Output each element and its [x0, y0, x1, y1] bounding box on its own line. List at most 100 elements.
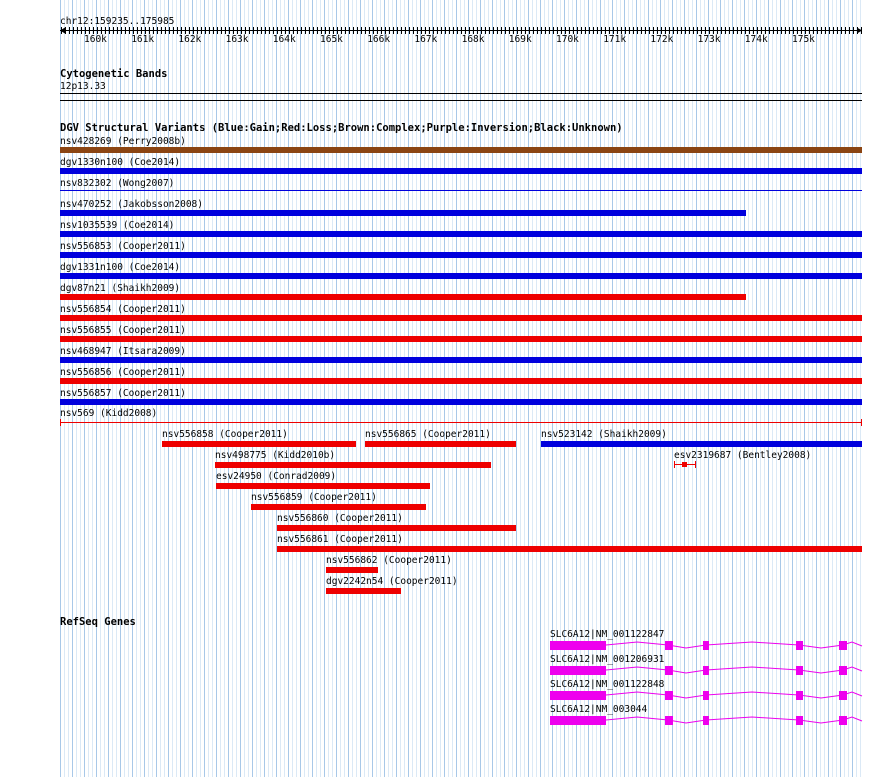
- ruler-tick-label: 167k: [414, 34, 438, 45]
- variant-label: nsv556855 (Cooper2011): [60, 325, 186, 336]
- variant-bar[interactable]: [326, 588, 401, 594]
- exon-block: [550, 691, 606, 700]
- ruler-tick-label: 173k: [697, 34, 721, 45]
- variant-label: nsv832302 (Wong2007): [60, 178, 175, 189]
- ruler-tick-label: 163k: [225, 34, 249, 45]
- gene-label: SLC6A12|NM_001122847: [550, 629, 665, 640]
- exon-block: [839, 691, 847, 700]
- exon-block: [796, 691, 803, 700]
- variant-bar[interactable]: [277, 546, 862, 552]
- dgv-track-title: DGV Structural Variants (Blue:Gain;Red:L…: [60, 122, 623, 134]
- variant-label: nsv1035539 (Coe2014): [60, 220, 175, 231]
- ruler-tick-label: 168k: [461, 34, 485, 45]
- variant-label: esv2319687 (Bentley2008): [674, 450, 812, 461]
- gene-label: SLC6A12|NM_001206931: [550, 654, 665, 665]
- ruler-tick-label: 162k: [178, 34, 202, 45]
- exon-block: [796, 666, 803, 675]
- cytoband-track-title: Cytogenetic Bands: [60, 68, 168, 80]
- ruler-tick-label: 160k: [84, 34, 107, 45]
- variant-label: nsv468947 (Itsara2009): [60, 346, 186, 357]
- variant-label: nsv556862 (Cooper2011): [326, 555, 452, 566]
- variant-bar[interactable]: [60, 422, 862, 423]
- ruler-tick-label: 166k: [367, 34, 391, 45]
- variant-bar[interactable]: [162, 441, 356, 447]
- ruler-tick-label: 164k: [272, 34, 296, 45]
- variant-bar[interactable]: [60, 147, 862, 153]
- variant-bar[interactable]: [60, 231, 862, 237]
- variant-label: nsv556853 (Cooper2011): [60, 241, 186, 252]
- variant-endcap-right: [861, 419, 862, 426]
- exon-block: [839, 641, 847, 650]
- variant-bar[interactable]: [216, 483, 430, 489]
- variant-bar[interactable]: [251, 504, 426, 510]
- intron-line: [605, 716, 863, 724]
- exon-block: [665, 666, 673, 675]
- exon-block: [703, 641, 709, 650]
- variant-block: [682, 462, 687, 467]
- coordinate-ruler[interactable]: 160k 161k 162k 163k 164k 165k 166k 167k 168k 169k…: [58, 24, 864, 50]
- intron-line: [605, 691, 863, 699]
- gene-label: SLC6A12|NM_001122848: [550, 679, 665, 690]
- variant-label: nsv556857 (Cooper2011): [60, 388, 186, 399]
- variant-bar[interactable]: [60, 378, 862, 384]
- cytoband-line-top: [60, 93, 862, 94]
- ruler-tick-label: 171k: [603, 34, 627, 45]
- variant-label: nsv556861 (Cooper2011): [277, 534, 403, 545]
- variant-bar[interactable]: [60, 168, 862, 174]
- exon-block: [703, 666, 709, 675]
- variant-bar[interactable]: [60, 190, 862, 191]
- variant-bar[interactable]: [60, 315, 862, 321]
- refseq-track-title: RefSeq Genes: [60, 616, 136, 628]
- exon-block: [839, 716, 847, 725]
- variant-label: dgv1330n100 (Coe2014): [60, 157, 181, 168]
- exon-block: [796, 716, 803, 725]
- variant-label: nsv556865 (Cooper2011): [365, 429, 491, 440]
- variant-label: nsv428269 (Perry2008b): [60, 136, 186, 147]
- ruler-tick-label: 175k: [792, 34, 815, 45]
- variant-bar[interactable]: [215, 462, 491, 468]
- gene-model: [550, 666, 863, 675]
- exon-block: [665, 716, 673, 725]
- cytoband-line-bottom: [60, 100, 862, 101]
- gene-model: [550, 641, 863, 650]
- variant-bar[interactable]: [60, 294, 746, 300]
- ruler-tick-label: 161k: [131, 34, 155, 45]
- ruler-axis: [60, 27, 862, 34]
- variant-bar[interactable]: [60, 357, 862, 363]
- variant-bar[interactable]: [277, 525, 516, 531]
- variant-label: nsv556859 (Cooper2011): [251, 492, 377, 503]
- variant-bar[interactable]: [326, 567, 378, 573]
- variant-label: nsv569 (Kidd2008): [60, 408, 158, 419]
- cytoband-label: 12p13.33: [60, 81, 106, 92]
- intron-line: [605, 641, 863, 649]
- variant-label: nsv523142 (Shaikh2009): [541, 429, 667, 440]
- ruler-right-arrow: [857, 27, 862, 34]
- variant-label: nsv556856 (Cooper2011): [60, 367, 186, 378]
- variant-bar[interactable]: [60, 273, 862, 279]
- variant-endcap-left: [60, 419, 61, 426]
- variant-endcap-right: [695, 461, 696, 468]
- gene-label: SLC6A12|NM_003044: [550, 704, 648, 715]
- exon-block: [796, 641, 803, 650]
- variant-endcap-left: [674, 461, 675, 468]
- ruler-position-label: chr12:159235..175985: [60, 16, 175, 27]
- variant-bar[interactable]: [60, 252, 862, 258]
- variant-bar[interactable]: [60, 399, 862, 405]
- ruler-tick-label: 165k: [320, 34, 343, 45]
- exon-block: [703, 691, 709, 700]
- exon-block: [550, 716, 606, 725]
- variant-label: dgv87n21 (Shaikh2009): [60, 283, 181, 294]
- exon-block: [550, 666, 606, 675]
- ruler-tick-label: 174k: [744, 34, 768, 45]
- variant-bar[interactable]: [60, 336, 862, 342]
- variant-label: dgv1331n100 (Coe2014): [60, 262, 181, 273]
- variant-bar[interactable]: [60, 210, 746, 216]
- gene-model: [550, 691, 863, 700]
- variant-label: nsv498775 (Kidd2010b): [215, 450, 336, 461]
- ruler-tick-label: 170k: [556, 34, 579, 45]
- variant-label: esv24950 (Conrad2009): [216, 471, 337, 482]
- variant-bar[interactable]: [365, 441, 516, 447]
- variant-bar[interactable]: [541, 441, 862, 447]
